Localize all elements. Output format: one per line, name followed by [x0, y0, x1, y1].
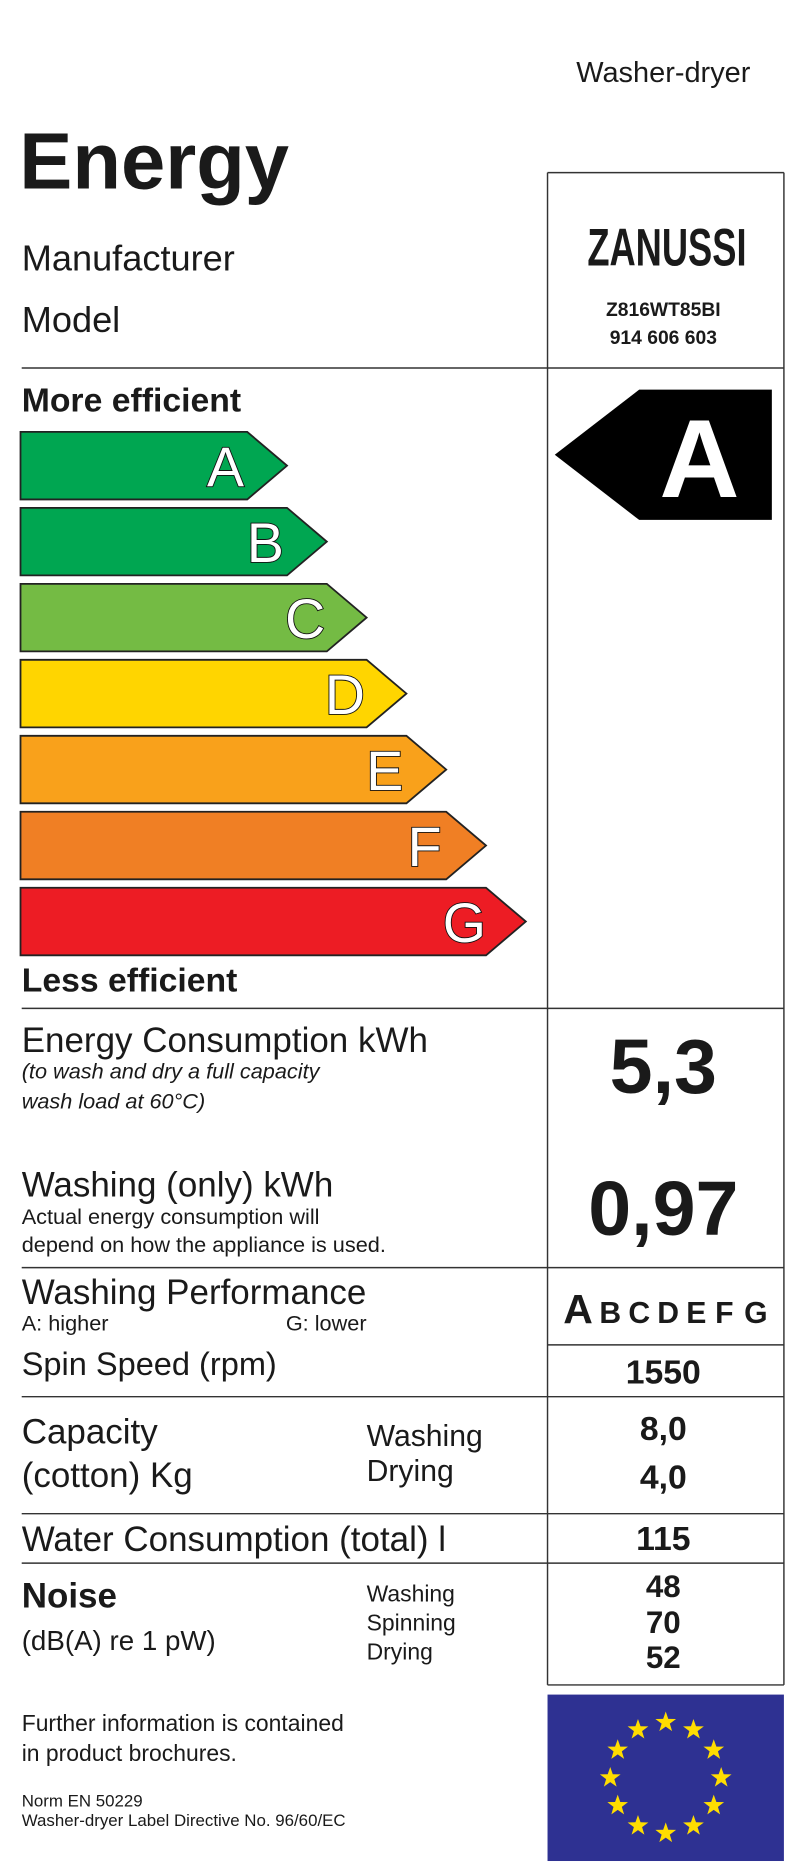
model-number: 914 606 603 [610, 328, 718, 349]
class-letter: G [443, 892, 486, 954]
frame [21, 171, 785, 1686]
class-arrow [19, 430, 289, 501]
class-arrow [19, 734, 448, 805]
performance-class: D [657, 1297, 679, 1330]
performance-higher: A: higher [22, 1310, 109, 1335]
title: Energy [19, 116, 289, 205]
star [627, 1814, 649, 1835]
star [703, 1794, 725, 1815]
performance-class: A [563, 1286, 593, 1332]
noise-spinning-value: 70 [646, 1605, 681, 1640]
footer-info: in product brochures. [22, 1740, 237, 1766]
performance-class: B [599, 1297, 621, 1330]
class-arrow [19, 582, 369, 653]
star [655, 1711, 677, 1732]
class-letter: D [325, 664, 365, 726]
rating-arrow [554, 389, 772, 520]
capacity-label: Capacity [22, 1413, 159, 1452]
star [683, 1814, 704, 1835]
star [655, 1822, 677, 1843]
capacity-drying-value: 4,0 [640, 1458, 687, 1496]
class-letter: A [207, 436, 244, 498]
appliance: Washer-dryer [576, 57, 751, 89]
spin-label: Spin Speed (rpm) [22, 1346, 277, 1382]
noise-unit: (dB(A) re 1 pW) [22, 1625, 216, 1656]
noise-washing-value: 48 [646, 1569, 681, 1604]
noise-label: Noise [22, 1577, 117, 1616]
footer-info: Further information is contained [22, 1710, 344, 1736]
eu-stars [599, 1711, 732, 1843]
star [710, 1766, 732, 1787]
star [607, 1739, 628, 1759]
noise-washing: Washing [367, 1581, 455, 1607]
class-letter: F [408, 816, 442, 878]
star [703, 1739, 725, 1759]
energy-label-text: Energy Consumption kWh [22, 1021, 428, 1060]
brand: ZANUSSI [587, 218, 746, 277]
energy-note: wash load at 60°C) [22, 1088, 205, 1113]
performance-label: Washing Performance [22, 1273, 367, 1312]
noise-spinning: Spinning [367, 1610, 456, 1636]
directive: Washer-dryer Label Directive No. 96/60/E… [22, 1811, 346, 1830]
spin-value: 1550 [626, 1353, 701, 1391]
capacity-washing: Washing [367, 1420, 483, 1453]
capacity-washing-value: 8,0 [640, 1410, 687, 1448]
water-value: 115 [636, 1520, 690, 1558]
star [599, 1766, 621, 1787]
less-efficient: Less efficient [22, 961, 238, 999]
capacity-label: (cotton) Kg [22, 1456, 193, 1495]
class-letter: B [247, 512, 284, 574]
water-label: Water Consumption (total) l [22, 1520, 446, 1559]
performance-lower: G: lower [286, 1310, 367, 1335]
star [607, 1794, 628, 1815]
noise-drying-value: 52 [646, 1640, 681, 1675]
model-label: Model [22, 299, 121, 340]
energy-value: 5,3 [610, 1024, 717, 1110]
rating: A [659, 397, 739, 521]
class-arrow [19, 810, 488, 881]
star [627, 1718, 649, 1739]
capacity-drying: Drying [367, 1455, 454, 1488]
more-efficient: More efficient [22, 381, 241, 419]
noise-drying: Drying [367, 1639, 433, 1665]
class-letter: C [285, 588, 325, 650]
class-arrow [19, 658, 408, 729]
norm: Norm EN 50229 [22, 1792, 143, 1811]
washing-energy-value: 0,97 [588, 1166, 738, 1252]
class-arrow [19, 886, 528, 957]
energy-note: (to wash and dry a full capacity [22, 1058, 321, 1083]
performance-class: G [744, 1297, 767, 1330]
class-arrow [19, 506, 329, 577]
performance-class: C [628, 1297, 650, 1330]
manufacturer-label: Manufacturer [22, 237, 235, 278]
performance-class: E [686, 1297, 706, 1330]
performance-class: F [715, 1297, 733, 1330]
washing-energy-note: depend on how the appliance is used. [22, 1232, 386, 1257]
washing-energy-label: Washing (only) kWh [22, 1165, 334, 1204]
class-letter: E [366, 740, 403, 802]
washing-energy-note: Actual energy consumption will [22, 1204, 320, 1229]
star [683, 1718, 704, 1739]
model: Z816WT85BI [606, 300, 721, 321]
